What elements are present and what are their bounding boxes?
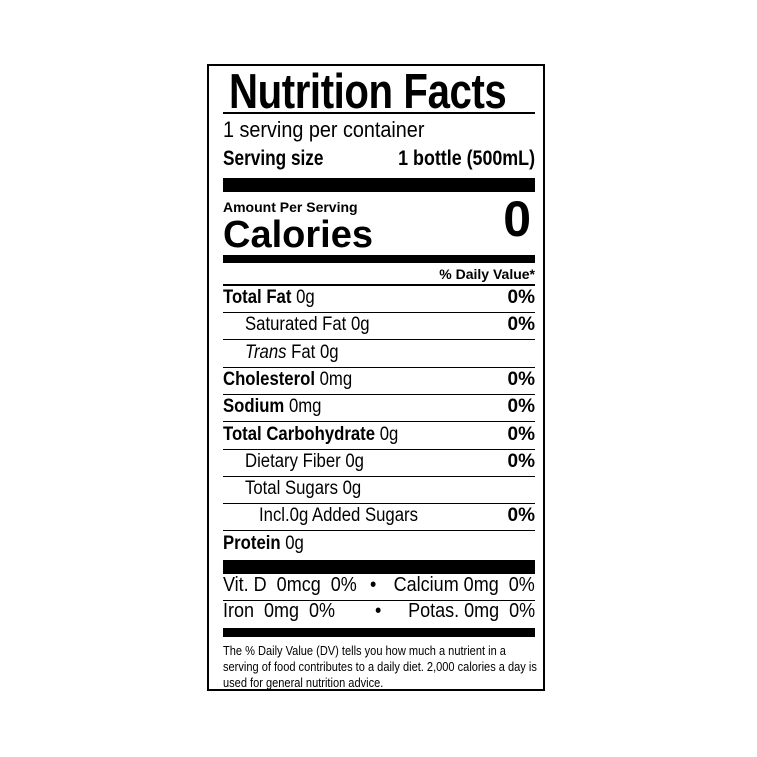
thick-divider — [223, 560, 535, 574]
nutrient-name: Trans Fat 0g — [245, 342, 339, 364]
nutrient-name: Total Carbohydrate 0g — [223, 424, 398, 446]
nutrient-row: Total Sugars 0g — [223, 476, 535, 505]
nutrient-label: Cholesterol — [223, 368, 315, 390]
nutrient-label: Sodium — [223, 396, 285, 418]
nutrient-amount: 0g — [285, 532, 304, 554]
vitamin-row: Iron 0mg 0% • Potas. 0mg 0% — [223, 600, 535, 626]
nutrient-amount: 0g — [379, 423, 399, 445]
nutrient-row: Cholesterol 0mg 0% — [223, 367, 535, 395]
nutrient-row: Sodium 0mg 0% — [223, 394, 535, 423]
nutrient-label: Total Fat — [223, 287, 292, 308]
amount-per-serving: Amount Per Serving — [223, 199, 358, 215]
nutrient-daily-value: 0% — [507, 314, 535, 336]
nutrient-daily-value: 0% — [507, 287, 535, 308]
nutrient-amount: 0g — [342, 478, 362, 500]
servings-per-container: 1 serving per container — [223, 117, 425, 142]
nutrient-daily-value: 0% — [507, 423, 535, 445]
vitamin-bullet: • — [375, 600, 382, 622]
divider — [223, 284, 535, 286]
nutrient-label: Total Sugars — [245, 478, 338, 500]
vitamin-left: Vit. D 0mcg 0% — [223, 574, 357, 596]
nutrient-row: Total Fat 0g 0% — [223, 285, 535, 313]
nutrient-label: Incl.0g Added Sugars — [259, 505, 418, 527]
nutrient-name: Incl.0g Added Sugars — [259, 505, 418, 527]
serving-size-label: Serving size — [223, 147, 324, 170]
nutrient-daily-value: 0% — [507, 505, 535, 527]
nutrient-daily-value: 0% — [507, 396, 535, 418]
nutrient-name: Saturated Fat 0g — [245, 314, 370, 336]
vitamin-bullet: • — [370, 574, 377, 596]
thick-divider — [223, 178, 535, 192]
vitamin-right: Potas. 0mg 0% — [407, 600, 535, 622]
nutrient-label: Trans — [245, 341, 287, 363]
nutrient-row: Protein 0g — [223, 531, 535, 558]
nutrient-name: Total Sugars 0g — [245, 478, 361, 500]
nutrient-row: Saturated Fat 0g 0% — [223, 312, 535, 341]
nutrient-label-suffix: Fat — [291, 341, 316, 363]
nutrient-amount: 0mg — [288, 396, 322, 418]
nutrient-amount: 0g — [345, 450, 364, 472]
nutrition-facts-label: Nutrition Facts 1 serving per container … — [207, 64, 545, 691]
nutrient-row: Trans Fat 0g — [223, 340, 535, 368]
nutrient-name: Total Fat 0g — [223, 287, 315, 309]
medium-divider — [223, 255, 535, 263]
vitamin-left: Iron 0mg 0% — [223, 600, 336, 622]
medium-divider — [223, 628, 535, 637]
daily-value-header: % Daily Value* — [439, 266, 535, 282]
nutrient-amount: 0g — [319, 341, 339, 363]
nutrient-amount: 0g — [296, 287, 315, 308]
nutrient-name: Dietary Fiber 0g — [245, 451, 364, 473]
nutrient-label: Protein — [223, 532, 281, 554]
nutrient-daily-value: 0% — [507, 450, 535, 472]
footnote: The % Daily Value (DV) tells you how muc… — [223, 643, 537, 690]
vitamin-row: Vit. D 0mcg 0% • Calcium 0mg 0% — [223, 574, 535, 601]
nutrient-amount: 0mg — [319, 368, 353, 390]
vitamin-right: Calcium 0mg 0% — [393, 574, 535, 596]
nutrient-name: Cholesterol 0mg — [223, 369, 352, 391]
nutrient-name: Protein 0g — [223, 533, 304, 555]
calories-label: Calories — [223, 214, 373, 256]
nutrient-label: Saturated Fat — [245, 314, 347, 336]
nutrient-daily-value: 0% — [507, 368, 535, 390]
divider — [223, 112, 535, 114]
nutrient-amount: 0g — [350, 314, 370, 336]
nutrient-name: Sodium 0mg — [223, 396, 321, 418]
nutrient-label: Total Carbohydrate — [223, 423, 376, 445]
serving-size-value: 1 bottle (500mL) — [398, 147, 535, 170]
nutrient-row: Dietary Fiber 0g 0% — [223, 449, 535, 477]
calories-value: 0 — [503, 191, 531, 247]
nutrient-row: Incl.0g Added Sugars 0% — [223, 503, 535, 532]
label-title: Nutrition Facts — [229, 65, 507, 119]
nutrient-label: Dietary Fiber — [245, 450, 341, 472]
nutrient-row: Total Carbohydrate 0g 0% — [223, 422, 535, 450]
